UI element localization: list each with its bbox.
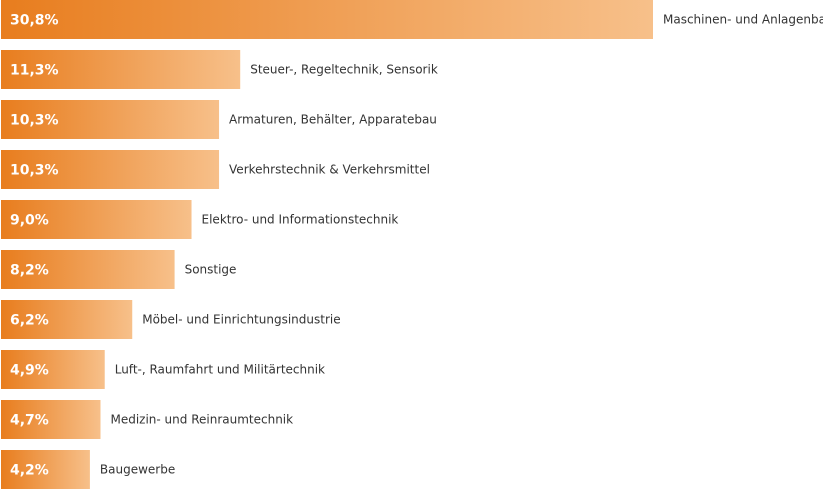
category-label: Sonstige: [185, 263, 237, 277]
category-label: Baugewerbe: [100, 463, 175, 477]
bar-5: [1, 200, 192, 239]
bar-8: [1, 350, 105, 389]
category-label: Maschinen- und Anlagenbau: [663, 13, 823, 27]
category-label: Medizin- und Reinraumtechnik: [110, 413, 293, 427]
bar-3: [1, 100, 220, 139]
category-label: Möbel- und Einrichtungsindustrie: [142, 313, 340, 327]
bar-1: [1, 0, 653, 39]
bar-value-label: 10,3%: [10, 113, 59, 129]
bar-2: [1, 50, 241, 89]
bar-10: [1, 450, 90, 489]
category-label: Elektro- und Informationstechnik: [202, 213, 399, 227]
bar-value-label: 4,9%: [10, 363, 49, 379]
category-label: Steuer-, Regeltechnik, Sensorik: [250, 63, 438, 77]
category-label: Verkehrstechnik & Verkehrsmittel: [229, 163, 430, 177]
bar-value-label: 11,3%: [10, 63, 59, 79]
bar-value-label: 4,2%: [10, 463, 49, 479]
bar-7: [1, 300, 133, 339]
category-label: Luft-, Raumfahrt und Militärtechnik: [115, 363, 325, 377]
bar-value-label: 8,2%: [10, 263, 49, 279]
bar-value-label: 10,3%: [10, 163, 59, 179]
category-label: Armaturen, Behälter, Apparatebau: [229, 113, 437, 127]
bar-value-label: 4,7%: [10, 413, 49, 429]
bar-6: [1, 250, 175, 289]
bar-value-label: 9,0%: [10, 213, 49, 229]
bar-9: [1, 400, 101, 439]
bar-value-label: 30,8%: [10, 13, 59, 29]
bar-value-label: 6,2%: [10, 313, 49, 329]
bar-4: [1, 150, 220, 189]
